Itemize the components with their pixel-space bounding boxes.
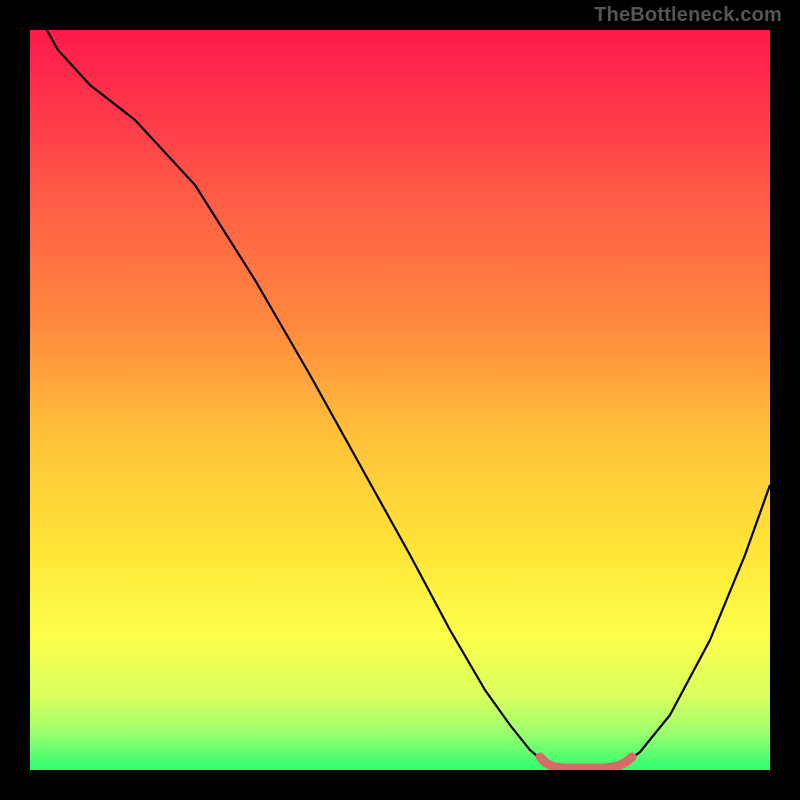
valley-highlight bbox=[540, 757, 632, 768]
bottleneck-curve bbox=[30, 30, 770, 768]
watermark-text: TheBottleneck.com bbox=[594, 4, 782, 27]
chart-container: TheBottleneck.com bbox=[0, 0, 800, 800]
curve-layer bbox=[30, 30, 770, 770]
plot-area bbox=[30, 30, 770, 770]
